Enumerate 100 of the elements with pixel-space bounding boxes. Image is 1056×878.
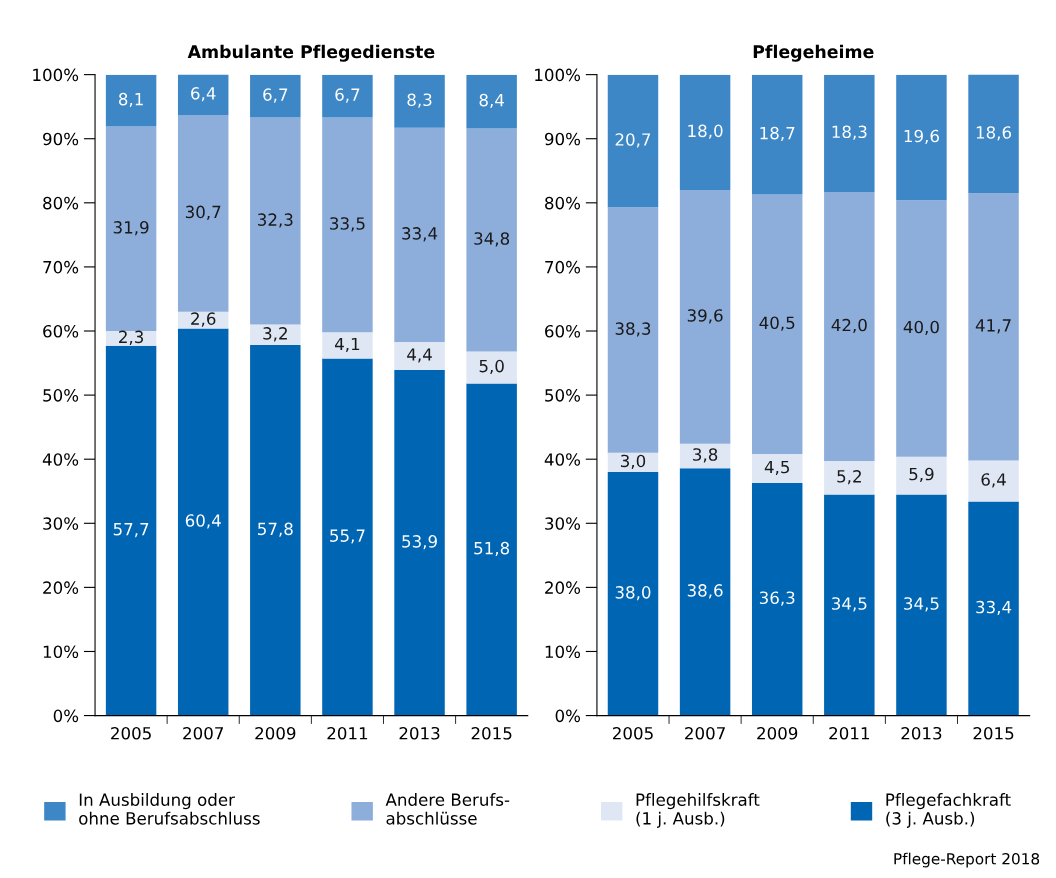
chart-title: Ambulante Pflegedienste [187, 44, 435, 62]
data-label: 5,0 [479, 359, 504, 375]
bar [751, 194, 803, 455]
bar [394, 341, 445, 371]
x-tick-label: 2009 [757, 726, 798, 740]
chart-title: Pflegeheime [753, 44, 874, 62]
bar [177, 115, 229, 312]
y-tick-label: 0% [555, 709, 581, 723]
bar [105, 126, 157, 332]
data-label: 60,4 [185, 514, 221, 529]
bar [896, 494, 947, 716]
bar [394, 370, 445, 716]
x-tick-label: 2011 [829, 726, 869, 740]
bar [896, 456, 947, 495]
data-label: 32,3 [258, 213, 293, 228]
data-label: 40,5 [759, 316, 795, 331]
x-tick-label: 2013 [399, 726, 440, 740]
data-label: 34,5 [832, 597, 867, 612]
bar [824, 191, 875, 462]
data-label: 6,7 [335, 88, 360, 103]
data-label: 20,7 [615, 133, 651, 148]
bar [466, 351, 517, 384]
bar [968, 193, 1019, 461]
bar [679, 468, 731, 716]
data-label: 5,9 [909, 467, 934, 483]
data-label: 34,8 [474, 232, 510, 247]
data-label: 18,3 [832, 125, 867, 140]
x-tick-label: 2007 [685, 726, 725, 740]
y-tick-label: 90% [544, 132, 581, 146]
bar [250, 74, 301, 118]
legend-label: In Ausbildung oder ohne Berufsabschluss [79, 793, 260, 825]
data-label: 38,6 [687, 584, 723, 599]
bar [322, 117, 373, 333]
bar [322, 74, 373, 118]
bar [105, 74, 157, 127]
y-tick-label: 90% [43, 132, 79, 146]
y-tick-label: 60% [545, 324, 581, 338]
y-tick-label: 40% [42, 453, 79, 466]
data-label: 39,6 [687, 309, 723, 324]
data-label: 40,0 [903, 320, 939, 335]
data-label: 6,4 [191, 87, 216, 102]
y-tick-label: 20% [545, 581, 581, 594]
bar [607, 207, 659, 453]
y-tick-label: 10% [545, 645, 581, 659]
bar [607, 74, 659, 208]
data-label: 33,5 [330, 217, 365, 232]
x-tick-label: 2015 [471, 726, 512, 740]
data-label: 3,2 [263, 327, 287, 342]
bar [177, 328, 229, 716]
data-label: 30,7 [185, 205, 221, 220]
data-label: 6,7 [263, 88, 288, 103]
data-label: 53,9 [402, 535, 437, 550]
y-tick-label: 60% [43, 324, 79, 338]
x-tick-label: 2015 [973, 726, 1014, 740]
data-label: 41,7 [975, 319, 1011, 334]
data-label: 5,2 [837, 470, 861, 485]
data-label: 2,3 [119, 330, 144, 345]
data-label: 36,3 [759, 591, 795, 606]
x-tick-label: 2005 [613, 726, 653, 740]
y-tick-label: 20% [43, 581, 79, 594]
legend-label: Pflegefachkraft (3 j. Ausb.) [886, 793, 1011, 828]
data-label: 3,8 [693, 448, 718, 463]
data-label: 8,3 [407, 93, 432, 108]
bar [968, 501, 1019, 716]
bar [394, 74, 445, 128]
bar [322, 358, 373, 716]
y-tick-label: 100% [535, 68, 581, 82]
y-tick-label: 50% [545, 389, 581, 402]
bar [751, 74, 803, 195]
data-label: 18,0 [688, 124, 723, 139]
bar [751, 482, 803, 716]
y-tick-label: 70% [545, 260, 581, 274]
data-label: 51,8 [474, 541, 510, 557]
x-tick-label: 2011 [327, 726, 368, 740]
data-label: 34,5 [904, 597, 939, 612]
text: Pflege-Report 2018 [894, 852, 1040, 868]
data-label: 57,8 [258, 522, 293, 537]
bar [466, 128, 517, 352]
data-label: 2,6 [191, 312, 216, 327]
y-tick-label: 30% [545, 517, 581, 530]
data-label: 6,4 [981, 473, 1006, 488]
data-label: 8,4 [479, 93, 504, 109]
bar [607, 472, 659, 716]
data-label: 4,4 [407, 348, 432, 363]
bar [968, 460, 1019, 502]
y-tick-label: 0% [53, 709, 79, 723]
data-label: 18,6 [976, 126, 1012, 141]
y-tick-label: 30% [43, 517, 79, 530]
data-label: 33,4 [402, 227, 438, 242]
bar [824, 74, 875, 192]
y-tick-label: 70% [43, 260, 79, 274]
x-tick-label: 2007 [183, 726, 223, 740]
data-label: 57,7 [113, 523, 149, 538]
legend-label: Andere Berufs- abschlüsse [385, 793, 510, 825]
y-tick-label: 40% [544, 453, 581, 466]
data-label: 38,3 [615, 322, 651, 337]
x-tick-label: 2005 [111, 726, 151, 740]
bar [896, 74, 947, 201]
bar [751, 454, 803, 483]
data-label: 38,0 [615, 586, 651, 601]
